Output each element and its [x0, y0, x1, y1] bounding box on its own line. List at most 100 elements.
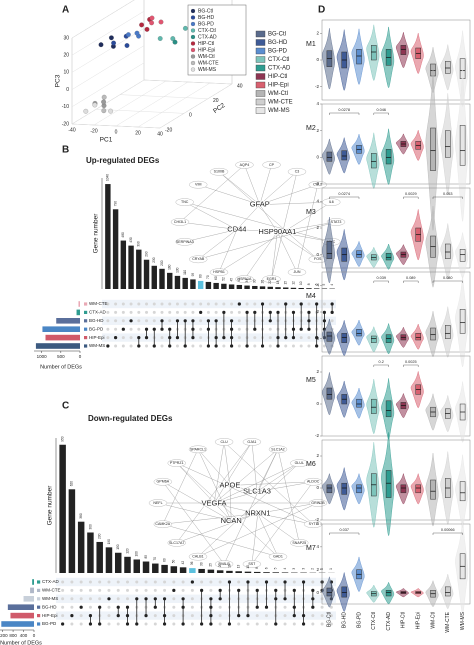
- matrix-dot: [264, 580, 269, 584]
- set-size-bar: [32, 579, 34, 585]
- bar-value-label: 60: [162, 558, 166, 562]
- matrix-dot: [322, 319, 326, 323]
- box: [326, 151, 333, 162]
- set-tick-label: 800: [9, 633, 17, 638]
- scatter-point: [101, 99, 106, 105]
- module-label: M4: [306, 293, 316, 300]
- box: [459, 309, 466, 334]
- bar-value-label: 70: [206, 275, 210, 279]
- matrix-dot: [230, 319, 234, 323]
- matrix-dot: [168, 336, 172, 340]
- bar-value-label: 950: [60, 436, 64, 442]
- bar-value-label: 200: [160, 260, 164, 266]
- box: [356, 484, 362, 494]
- matrix-dot-empty: [253, 302, 257, 306]
- box: [385, 590, 392, 597]
- matrix-dot-empty: [175, 302, 179, 306]
- matrix-stripe: [56, 594, 336, 603]
- y-tick-label: 2: [316, 225, 319, 230]
- network-node: [308, 499, 328, 507]
- bar-value-label: 5: [274, 567, 278, 569]
- matrix-dot: [135, 622, 139, 626]
- matrix-dot-empty: [206, 302, 210, 306]
- network-node: [287, 268, 307, 277]
- network-node: [175, 198, 194, 206]
- matrix-dot-empty: [172, 605, 176, 609]
- bar: [244, 285, 250, 289]
- matrix-dot: [214, 336, 218, 340]
- network-edge: [223, 449, 279, 565]
- network-edge: [229, 481, 314, 486]
- set-label: CTX-AD: [89, 310, 107, 315]
- set-label: BG-HD: [89, 318, 104, 323]
- bar: [190, 279, 196, 289]
- matrix-dot-empty: [152, 310, 156, 314]
- matrix-dot: [214, 344, 218, 348]
- legend-swatch: [255, 107, 266, 114]
- node-label: VIM: [195, 183, 201, 187]
- bar: [198, 568, 205, 573]
- set-marker: [84, 344, 88, 348]
- module-label: M6: [306, 461, 316, 468]
- legend-marker: [190, 8, 196, 14]
- scatter-point: [139, 22, 145, 28]
- matrix-dot-empty: [121, 310, 125, 314]
- node-label: TNC: [181, 200, 189, 204]
- x-tick-label: 20: [135, 130, 141, 136]
- matrix-dot-empty: [183, 310, 187, 314]
- module-label: M5: [306, 377, 316, 384]
- matrix-dot: [301, 614, 306, 618]
- set-marker: [84, 336, 88, 340]
- matrix-dot-empty: [230, 310, 234, 314]
- x-tick-label: WM-MS: [460, 611, 466, 630]
- node-label: CRYAB: [192, 257, 205, 261]
- matrix-dot: [125, 622, 130, 626]
- matrix-dot: [268, 310, 272, 314]
- network-edge: [259, 201, 332, 205]
- node-label: SLC1A2: [271, 447, 284, 451]
- z-axis-label: PC3: [55, 74, 62, 87]
- y-tick-label: 0: [316, 57, 319, 62]
- box: [385, 400, 392, 418]
- node-label: PVALB: [218, 562, 230, 566]
- matrix-dot: [255, 605, 259, 609]
- network-node: [268, 552, 288, 561]
- legend-marker: [190, 47, 196, 53]
- matrix-dot-empty: [121, 319, 125, 323]
- module-frame: [321, 103, 471, 185]
- x-tick-label: -40: [68, 127, 75, 133]
- node-label: CCL2: [313, 183, 322, 187]
- y-tick-label: 2: [316, 31, 319, 36]
- matrix-dot-empty: [107, 588, 111, 592]
- matrix-dot-empty: [168, 302, 172, 306]
- network-edge: [176, 462, 314, 525]
- matrix-dot-empty: [70, 597, 74, 601]
- bar: [142, 561, 150, 573]
- bar-value-label: 36: [190, 561, 194, 565]
- set-marker: [84, 319, 88, 323]
- grid-line: [93, 80, 167, 126]
- matrix-dot: [152, 327, 156, 331]
- matrix-dot: [311, 605, 315, 609]
- legend-label: WM-MS: [268, 108, 290, 114]
- legend-swatch: [255, 56, 266, 63]
- network-node: [235, 161, 254, 169]
- legend-marker: [190, 67, 196, 72]
- node-label: HSPA1A: [237, 277, 252, 281]
- bar-value-label: 10: [299, 281, 303, 285]
- matrix-dot-empty: [237, 319, 241, 323]
- bar: [236, 284, 243, 289]
- legend-label: WM-CTE: [268, 100, 293, 106]
- matrix-dot-empty: [70, 580, 74, 584]
- network-edge: [218, 171, 318, 260]
- matrix-dot: [200, 588, 204, 593]
- matrix-dot: [98, 622, 102, 626]
- box: [400, 484, 407, 494]
- network-edge: [184, 202, 237, 230]
- box: [371, 45, 377, 61]
- network-edge: [176, 463, 279, 557]
- matrix-dot-empty: [79, 588, 83, 592]
- network-edge: [197, 463, 300, 557]
- bar: [105, 547, 113, 573]
